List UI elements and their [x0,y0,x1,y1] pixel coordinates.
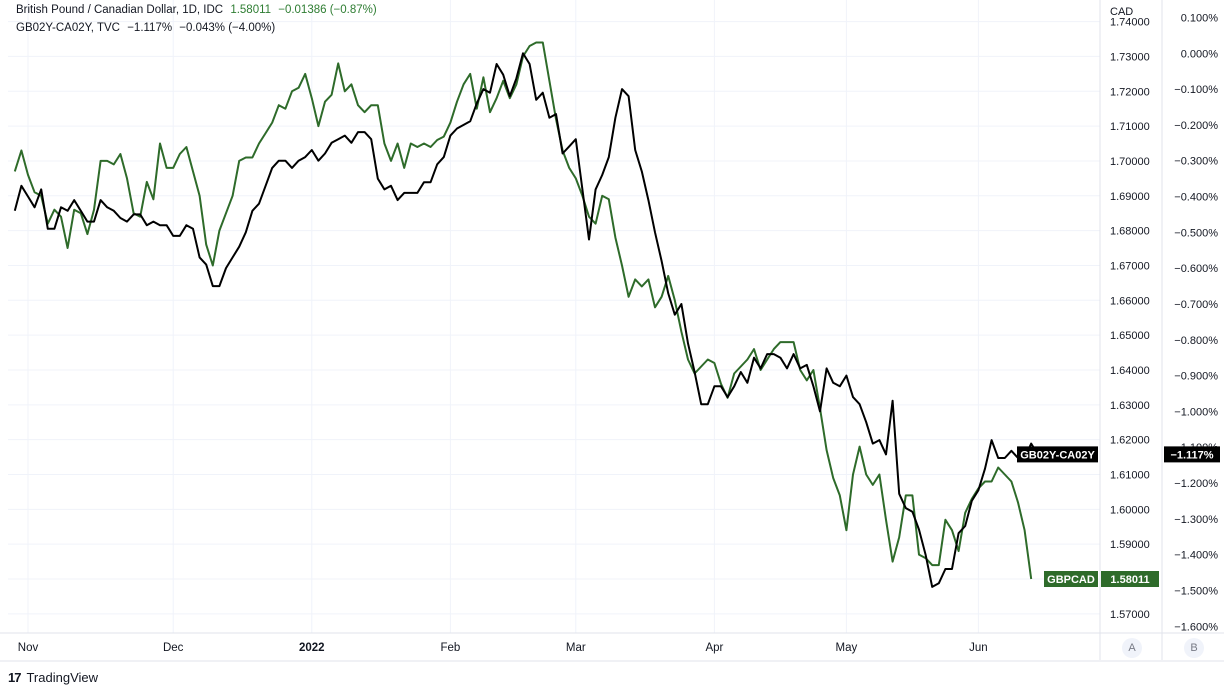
grid-lines [8,0,1100,633]
price-tick-label: 1.67000 [1110,260,1150,272]
price-tick-label: 1.59000 [1110,539,1150,551]
percent-tick-label: −1.200% [1174,478,1218,490]
legend-spread-value: −1.117% [127,22,173,34]
legend-spread-name: GB02Y-CA02Y, TVC [16,22,120,34]
price-tick-label: 1.64000 [1110,365,1150,377]
gbpcad-name-tag: GBPCAD [1047,574,1095,586]
time-tick-label: 2022 [299,642,325,654]
time-tick-label: Mar [566,642,586,654]
price-tick-label: 1.66000 [1110,295,1150,307]
left-axis-unit-label: CAD [1110,6,1133,18]
footer-brand[interactable]: 17 TradingView [8,670,98,685]
spread-value-tag: −1.117% [1170,449,1213,461]
price-tick-label: 1.57000 [1110,609,1150,621]
spread-name-tag: GB02Y-CA02Y [1020,449,1095,461]
percent-tick-label: −0.400% [1174,192,1218,204]
percent-tick-label: −1.500% [1174,585,1218,597]
gbpcad-value-tag-bg [1101,571,1159,588]
tradingview-logo-icon: 17 [8,670,22,685]
time-tick-label: Nov [18,642,39,654]
axes: 1.74000 1.73000 1.72000 1.71000 1.70000 1.690… [0,0,1224,662]
series-line-gb02y-ca02y [13,52,1039,588]
legend-gbpcad-name: British Pound / Canadian Dollar, 1D, IDC [16,4,224,16]
spread-name-tag-bg [1017,446,1098,463]
percent-tick-label: −1.400% [1174,550,1218,562]
percent-tick-label: −0.300% [1174,156,1218,168]
legend-gbpcad-value: 1.58011 [230,4,272,16]
percent-tick-label: −0.800% [1174,335,1218,347]
percent-tick-label: −0.700% [1174,299,1218,311]
percent-tick-label: −0.900% [1174,371,1218,383]
percent-tick-label: −1.600% [1174,621,1218,633]
percent-tick-label: −1.000% [1174,406,1218,418]
brand-name: TradingView [26,670,99,685]
price-tick-label: 1.65000 [1110,330,1150,342]
price-tick-label: 1.68000 [1110,226,1150,238]
price-tick-label: 1.70000 [1110,156,1150,168]
time-tick-label: Apr [705,642,723,654]
percent-tick-label: −0.200% [1174,120,1218,132]
time-tick-label: Dec [163,642,184,654]
percent-tick-label: 0.000% [1181,48,1219,60]
legend-spread-change: −0.043% (−4.00%) [179,22,276,34]
percent-tick-label: −0.100% [1174,84,1218,96]
time-tick-label: Jun [969,642,988,654]
legend-gbpcad: British Pound / Canadian Dollar, 1D, IDC… [16,4,381,16]
legend-gbpcad-change: −0.01386 (−0.87%) [278,4,377,16]
price-tick-label: 1.74000 [1110,17,1150,29]
price-tick-label: 1.61000 [1110,469,1150,481]
series-line-gbpcad [13,41,1033,580]
percent-tick-label: −0.600% [1174,263,1218,275]
price-tick-label: 1.73000 [1110,51,1150,63]
percent-tick-label: −0.500% [1174,227,1218,239]
series-layer [13,41,1039,588]
log-scale-button[interactable]: B [1184,638,1204,658]
price-tick-label: 1.63000 [1110,400,1150,412]
gbpcad-name-tag-bg [1044,571,1098,588]
price-tick-label: 1.60000 [1110,504,1150,516]
price-tags: GBPCAD 1.58011 GB02Y-CA02Y −1.117% [1017,446,1220,588]
spread-value-tag-bg [1164,446,1220,463]
price-tick-label: 1.71000 [1110,121,1150,133]
time-tick-label: May [836,642,858,654]
legend-spread: GB02Y-CA02Y, TVC −1.117% −0.043% (−4.00%… [16,22,279,34]
price-tick-label: 1.72000 [1110,86,1150,98]
price-tick-label: 1.69000 [1110,191,1150,203]
gbpcad-value-tag: 1.58011 [1110,574,1149,586]
auto-scale-button[interactable]: A [1122,638,1142,658]
percent-tick-label: −1.300% [1174,514,1218,526]
price-tick-label: 1.62000 [1110,435,1150,447]
percent-tick-label: 0.100% [1181,12,1219,24]
time-tick-label: Feb [440,642,460,654]
